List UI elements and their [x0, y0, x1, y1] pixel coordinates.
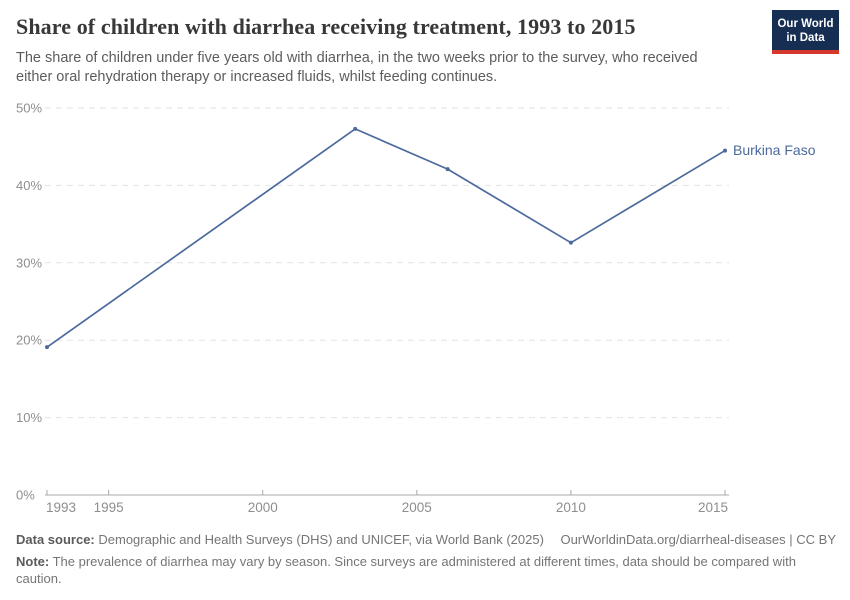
license-link[interactable]: OurWorldinData.org/diarrheal-diseases | … — [560, 532, 836, 547]
data-point-marker — [353, 126, 358, 131]
x-tick-label: 2010 — [556, 500, 586, 515]
y-tick-label: 10% — [16, 410, 42, 425]
series-line — [46, 128, 726, 348]
data-point-marker — [445, 167, 450, 172]
series-end-label: Burkina Faso — [733, 142, 816, 158]
y-tick-label: 0% — [16, 488, 35, 503]
data-source-text: Demographic and Health Surveys (DHS) and… — [98, 532, 544, 547]
data-point-marker — [45, 345, 49, 350]
owid-logo-line2: in Data — [786, 32, 825, 45]
x-tick-label: 1993 — [46, 500, 76, 515]
data-point-marker — [723, 148, 727, 153]
x-tick-label: 2005 — [402, 500, 432, 515]
note-label: Note: — [16, 553, 50, 569]
data-source-label: Data source: — [16, 532, 95, 547]
owid-logo-line1: Our World — [777, 18, 834, 30]
y-tick-label: 30% — [16, 255, 42, 270]
x-tick-label: 2000 — [248, 500, 278, 515]
x-tick-label: 2015 — [698, 500, 728, 515]
y-tick-label: 50% — [16, 101, 42, 116]
line-chart: 0% 10% 20% 30% 40% 50% 1993 1995 2000 2005 2010 201… — [16, 101, 816, 516]
chart-note: Note: The prevalence of diarrhea may var… — [16, 554, 806, 588]
data-source: Data source: Demographic and Health Surv… — [16, 532, 544, 549]
data-point-marker — [568, 240, 573, 245]
chart-subtitle: The share of children under five years o… — [16, 50, 698, 85]
y-tick-label: 40% — [16, 178, 42, 193]
chart-footer: Data source: Demographic and Health Surv… — [16, 532, 836, 588]
note-text: The prevalence of diarrhea may vary by s… — [16, 553, 796, 586]
y-tick-label: 20% — [16, 333, 42, 348]
x-tick-label: 1995 — [94, 500, 124, 515]
owid-logo[interactable]: Our World in Data — [772, 10, 839, 55]
page-title: Share of children with diarrhea receivin… — [16, 14, 636, 39]
